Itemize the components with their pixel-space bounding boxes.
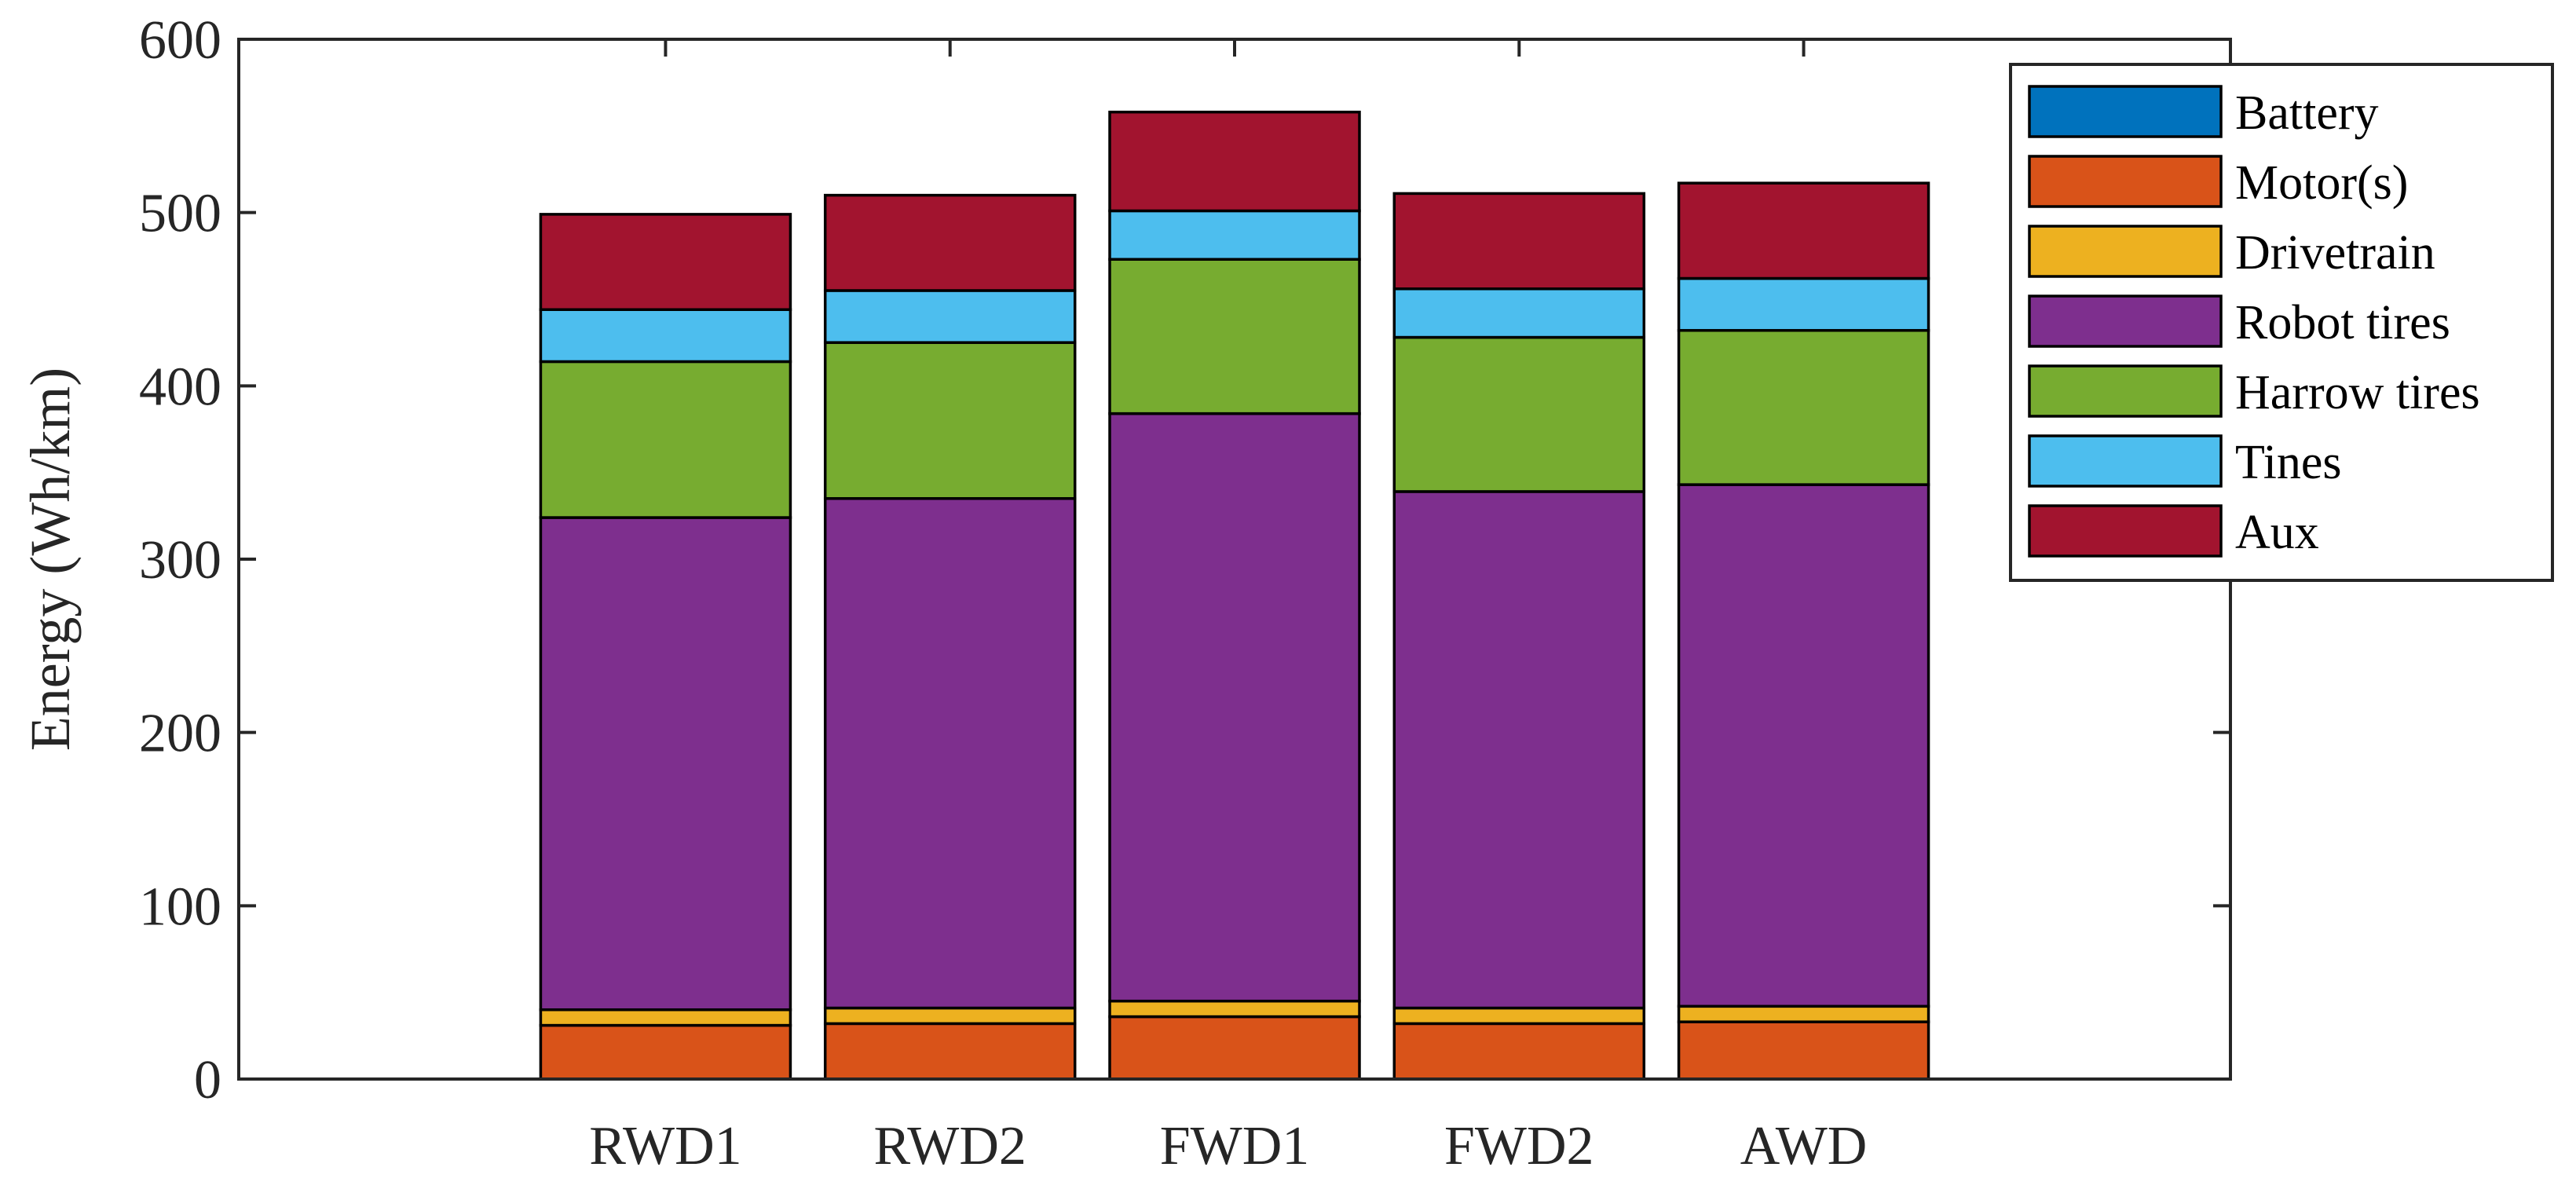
legend-label: Tines: [2235, 436, 2342, 489]
legend-label: Drivetrain: [2235, 226, 2435, 280]
legend: Battery Motor(s) Drivetrain Robot tires Harr…: [2009, 63, 2554, 582]
bar-segment-motor-s-awd: [1677, 1020, 1930, 1081]
bar-segment-harrow-tires-rwd1: [539, 360, 792, 519]
legend-label: Harrow tires: [2235, 366, 2480, 419]
legend-swatch: [2028, 434, 2223, 488]
bar-segment-drivetrain-fwd1: [1108, 999, 1361, 1019]
bar-segment-drivetrain-awd: [1677, 1004, 1930, 1023]
bar-segment-tines-rwd1: [539, 308, 792, 364]
y-tick-label: 300: [139, 530, 221, 591]
x-axis-ticks: RWD1 RWD2 FWD1 FWD2 AWD: [589, 39, 1867, 1176]
bar-segment-tines-awd: [1677, 276, 1930, 332]
bar-segment-drivetrain-rwd2: [823, 1006, 1077, 1026]
bar-segment-aux-fwd1: [1108, 110, 1361, 213]
x-tick-label: AWD: [1740, 1116, 1868, 1176]
legend-label: Aux: [2235, 506, 2319, 559]
legend-swatch: [2028, 295, 2223, 348]
bar-segment-motor-s-rwd1: [539, 1023, 792, 1081]
bar-segment-aux-awd: [1677, 181, 1930, 280]
bar-segment-motor-s-rwd2: [823, 1022, 1077, 1081]
x-tick-label: FWD1: [1160, 1116, 1310, 1176]
y-axis-label: Energy (Wh/km): [19, 368, 82, 752]
y-tick-label: 400: [139, 357, 221, 417]
legend-swatch: [2028, 155, 2223, 208]
bar-segment-robot-tires-fwd2: [1392, 490, 1646, 1010]
bar-segment-tines-fwd1: [1108, 209, 1361, 261]
y-tick-label: 500: [139, 184, 221, 244]
bar-segment-aux-rwd1: [539, 213, 792, 311]
bar-segment-aux-fwd2: [1392, 192, 1646, 291]
bar-segment-motor-s-fwd2: [1392, 1022, 1646, 1081]
bar-stacks: [539, 110, 1930, 1081]
y-tick-label: 100: [139, 876, 221, 937]
bar-segment-harrow-tires-awd: [1677, 328, 1930, 486]
bar-segment-tines-fwd2: [1392, 287, 1646, 339]
legend-swatch: [2028, 364, 2223, 418]
bar-segment-robot-tires-awd: [1677, 483, 1930, 1008]
y-tick-label: 0: [194, 1050, 221, 1110]
legend-label: Motor(s): [2235, 156, 2408, 210]
legend-label: Robot tires: [2235, 296, 2450, 349]
bar-segment-drivetrain-rwd1: [539, 1008, 792, 1027]
bar-segment-harrow-tires-fwd2: [1392, 335, 1646, 493]
bar-segment-robot-tires-fwd1: [1108, 412, 1361, 1003]
x-tick-label: RWD2: [873, 1116, 1026, 1176]
bar-segment-aux-rwd2: [823, 193, 1077, 292]
bar-segment-drivetrain-fwd2: [1392, 1006, 1646, 1026]
bar-segment-harrow-tires-fwd1: [1108, 258, 1361, 415]
bar-segment-harrow-tires-rwd2: [823, 341, 1077, 500]
y-tick-label: 600: [139, 10, 221, 71]
x-tick-label: RWD1: [589, 1116, 741, 1176]
legend-swatch: [2028, 85, 2223, 138]
legend-label: Battery: [2235, 86, 2379, 140]
x-tick-label: FWD2: [1444, 1116, 1594, 1176]
bar-segment-robot-tires-rwd2: [823, 497, 1077, 1010]
legend-swatch: [2028, 225, 2223, 278]
legend-swatch: [2028, 504, 2223, 558]
bar-segment-robot-tires-rwd1: [539, 516, 792, 1012]
bar-segment-tines-rwd2: [823, 289, 1077, 344]
y-axis-ticks: 0 100 200 300 400 500 600: [139, 10, 2230, 1110]
bar-segment-motor-s-fwd1: [1108, 1015, 1361, 1081]
y-tick-label: 200: [139, 704, 221, 764]
